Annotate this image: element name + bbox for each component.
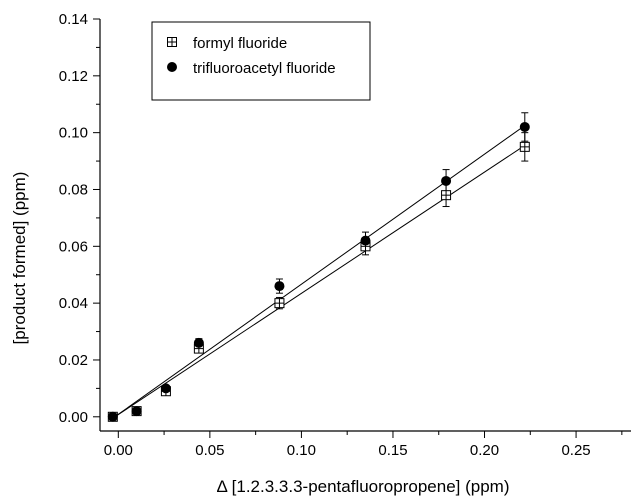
- fit-line-series-1: [112, 125, 526, 419]
- data-point-series-0: [519, 141, 530, 152]
- data-point-series-1: [441, 175, 452, 186]
- x-tick-label: 0.25: [561, 442, 590, 459]
- y-tick-label: 0.12: [59, 68, 88, 85]
- data-point-series-1: [519, 121, 530, 132]
- x-tick-label: 0.20: [470, 442, 499, 459]
- y-tick-label: 0.00: [59, 409, 88, 426]
- legend: formyl fluoride trifluoroacetyl fluoride: [151, 21, 371, 101]
- legend-box: [151, 21, 371, 101]
- y-tick-label: 0.10: [59, 125, 88, 142]
- legend-label-formyl-fluoride: formyl fluoride: [193, 35, 287, 52]
- tick-labels: 0.00 0.05 0.10 0.15 0.20 0.25 0.00 0.02 0.04 0.06…: [59, 11, 591, 459]
- fit-line-series-0: [112, 145, 526, 419]
- data-point-series-0: [441, 190, 452, 201]
- legend-label-trifluoroacetyl-fluoride: trifluoroacetyl fluoride: [193, 60, 336, 77]
- y-tick-label: 0.14: [59, 11, 88, 28]
- x-tick-label: 0.10: [287, 442, 316, 459]
- legend-marker-trifluoroacetyl-fluoride: [167, 62, 177, 72]
- legend-marker-formyl-fluoride: [167, 37, 177, 47]
- y-axis-label: [product formed] (ppm): [10, 172, 29, 345]
- data-point-series-1: [193, 337, 204, 348]
- y-tick-label: 0.02: [59, 352, 88, 369]
- x-axis-label: Δ [1.2.3.3.3-pentafluoropropene] (ppm): [217, 477, 510, 496]
- data-point-series-1: [131, 406, 142, 417]
- data-point-series-1: [360, 235, 371, 246]
- x-tick-label: 0.15: [378, 442, 407, 459]
- data-point-series-1: [274, 281, 285, 292]
- fit-lines: [112, 125, 526, 419]
- x-tick-label: 0.00: [104, 442, 133, 459]
- y-tick-label: 0.04: [59, 295, 88, 312]
- y-tick-label: 0.08: [59, 181, 88, 198]
- data-point-series-1: [160, 383, 171, 394]
- data-point-series-1: [107, 411, 118, 422]
- data-points: [107, 121, 530, 422]
- data-point-series-0: [274, 298, 285, 309]
- axes: [93, 18, 631, 438]
- y-tick-label: 0.06: [59, 238, 88, 255]
- error-bars: [109, 112, 529, 421]
- x-tick-label: 0.05: [195, 442, 224, 459]
